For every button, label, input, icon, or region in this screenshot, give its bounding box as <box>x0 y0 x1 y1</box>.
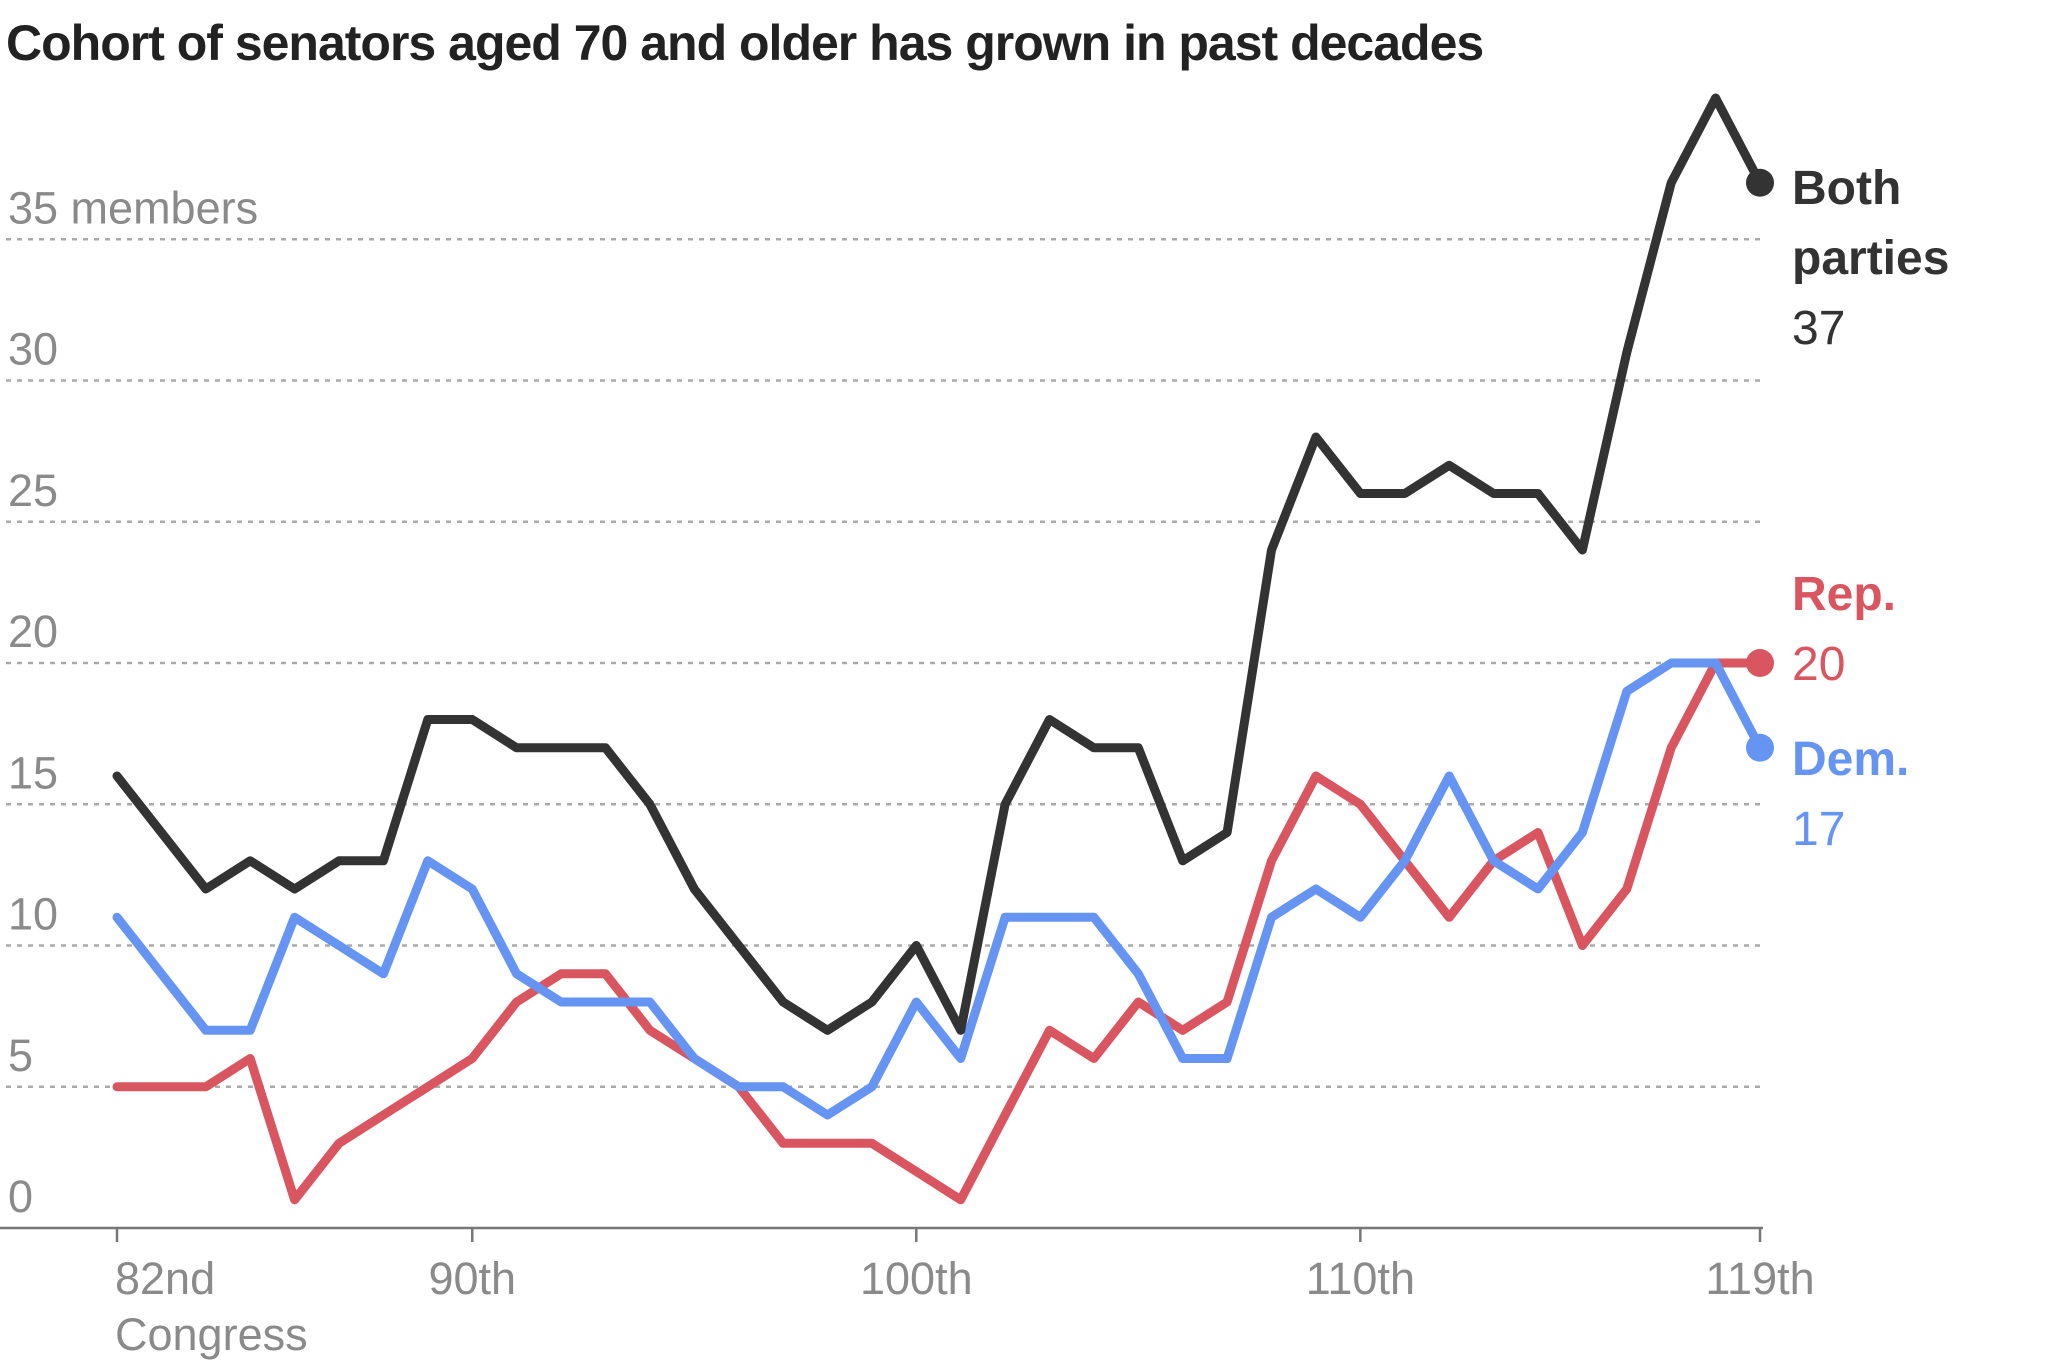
x-tick-label: 119th <box>1705 1253 1814 1304</box>
y-axis-ticks: 0 5 10 15 20 25 30 35 members <box>8 182 258 1222</box>
y-tick-label: 20 <box>8 606 58 657</box>
series-end-value: 20 <box>1792 638 1845 691</box>
series-end-point-rep <box>1746 649 1774 677</box>
x-tick-label: 90th <box>428 1253 516 1304</box>
series-lines <box>112 93 1774 1205</box>
x-tick-label: 110th <box>1306 1253 1415 1304</box>
gridlines <box>6 238 1760 1088</box>
y-tick-label: 35 members <box>8 182 258 233</box>
series-label: Rep. <box>1792 568 1896 621</box>
y-tick-label: 25 <box>8 465 58 516</box>
series-line-rep <box>112 658 1765 1205</box>
series-label: Dem. <box>1792 733 1909 786</box>
series-line-both-parties <box>112 93 1765 1035</box>
series-end-point-dem <box>1746 733 1774 762</box>
y-tick-label: 5 <box>8 1030 33 1081</box>
chart-title: Cohort of senators aged 70 and older has… <box>6 15 1484 71</box>
y-tick-label: 15 <box>8 747 58 798</box>
x-tick-sublabel: Congress <box>115 1309 308 1360</box>
y-tick-label: 30 <box>8 324 58 375</box>
x-tick-label: 82nd <box>115 1253 215 1304</box>
series-end-value: 37 <box>1792 302 1845 355</box>
series-end-labels: Both parties 37 Rep. 20 Dem. 17 <box>1792 162 1949 856</box>
y-tick-label: 0 <box>8 1171 33 1222</box>
series-label: Both <box>1792 162 1901 215</box>
series-line-dem <box>112 658 1765 1120</box>
series-end-point-both-parties <box>1746 168 1774 197</box>
series-label: parties <box>1792 232 1949 285</box>
y-tick-label: 10 <box>8 889 58 940</box>
series-end-value: 17 <box>1792 803 1845 856</box>
x-tick-label: 100th <box>860 1253 973 1304</box>
